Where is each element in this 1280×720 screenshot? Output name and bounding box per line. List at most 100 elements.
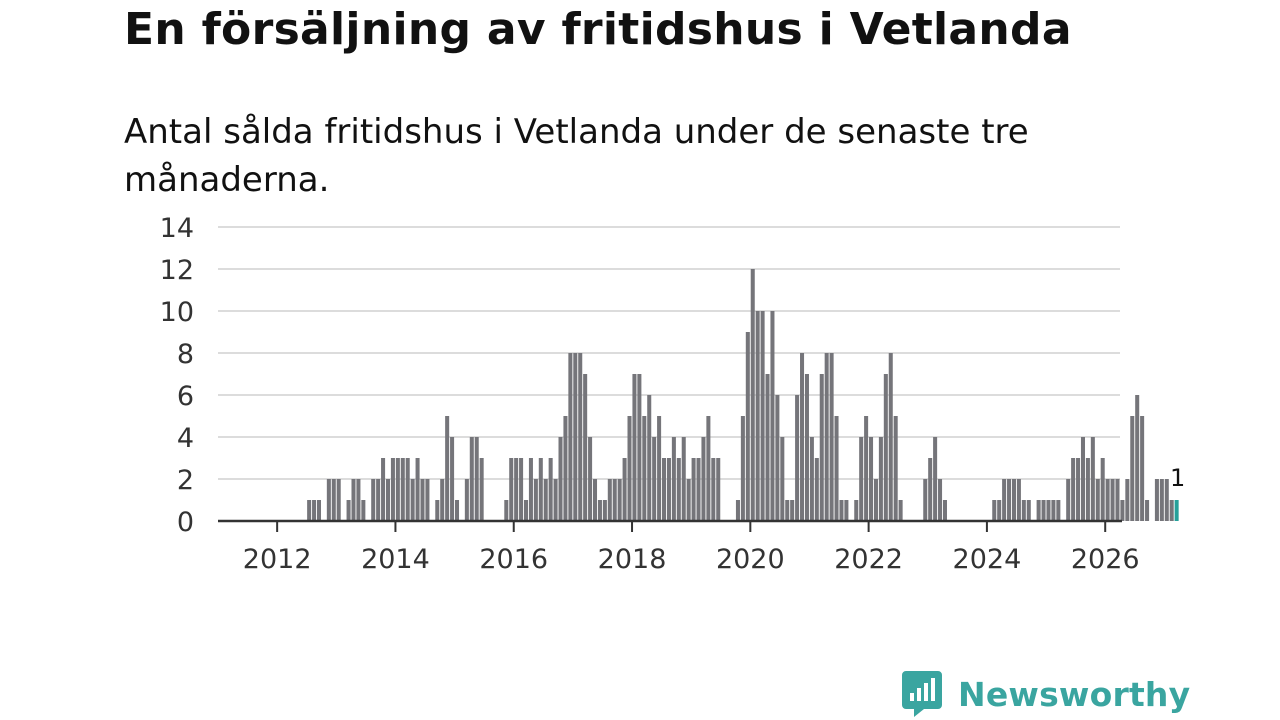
bar bbox=[740, 416, 745, 521]
bar bbox=[607, 479, 612, 521]
bar bbox=[1085, 458, 1090, 521]
bar bbox=[385, 479, 391, 521]
bar bbox=[701, 437, 706, 521]
y-tick-label: 8 bbox=[177, 339, 194, 370]
bar bbox=[474, 437, 479, 521]
bar bbox=[1135, 395, 1140, 521]
bar bbox=[1041, 500, 1046, 521]
bar bbox=[1105, 479, 1110, 521]
bar bbox=[346, 500, 351, 521]
bar bbox=[676, 458, 681, 521]
bar bbox=[770, 311, 775, 521]
bar bbox=[780, 437, 785, 521]
bar bbox=[1046, 500, 1051, 521]
bar bbox=[1066, 479, 1071, 521]
bar bbox=[381, 458, 386, 521]
bar bbox=[928, 458, 933, 521]
bar bbox=[445, 416, 450, 521]
chart-subtitle: Antal sålda fritidshus i Vetlanda under … bbox=[124, 112, 1029, 200]
bar bbox=[814, 458, 819, 521]
bar bbox=[671, 437, 676, 521]
bar bbox=[691, 458, 696, 521]
bar bbox=[859, 437, 864, 521]
bar bbox=[765, 374, 770, 521]
bar bbox=[790, 500, 795, 521]
bar bbox=[307, 500, 312, 521]
bar bbox=[593, 479, 598, 521]
bar bbox=[711, 458, 716, 521]
bar bbox=[597, 500, 602, 521]
bar bbox=[553, 479, 558, 521]
bar bbox=[1076, 458, 1081, 521]
bar bbox=[410, 479, 415, 521]
bar bbox=[898, 500, 903, 521]
bar bbox=[1016, 479, 1021, 521]
bar bbox=[528, 458, 533, 521]
bar bbox=[938, 479, 943, 521]
bar bbox=[878, 437, 883, 521]
bar bbox=[617, 479, 622, 521]
bar bbox=[1130, 416, 1135, 521]
x-tick-label: 2014 bbox=[361, 544, 430, 575]
bar bbox=[696, 458, 701, 521]
bar bbox=[602, 500, 607, 521]
bar bbox=[992, 500, 997, 521]
gridlines bbox=[218, 226, 1120, 480]
bar bbox=[893, 416, 898, 521]
y-tick-label: 0 bbox=[177, 507, 194, 538]
brand-name: Newsworthy bbox=[958, 674, 1191, 714]
bar bbox=[864, 416, 869, 521]
bar bbox=[1002, 479, 1007, 521]
bar bbox=[425, 479, 430, 521]
bar bbox=[469, 437, 474, 521]
bar bbox=[336, 479, 341, 521]
bar bbox=[824, 353, 829, 521]
bar bbox=[1071, 458, 1076, 521]
bar bbox=[1036, 500, 1041, 521]
bar bbox=[622, 458, 627, 521]
bar-highlight bbox=[1174, 500, 1179, 521]
bar bbox=[390, 458, 395, 521]
chart-title: En försäljning av fritidshus i Vetlanda bbox=[124, 4, 1072, 55]
bar bbox=[657, 416, 662, 521]
bar bbox=[583, 374, 588, 521]
bar bbox=[454, 500, 460, 521]
bar bbox=[716, 458, 721, 521]
bar bbox=[464, 479, 469, 521]
bar bbox=[883, 374, 888, 521]
bar bbox=[523, 500, 529, 521]
bar bbox=[795, 395, 800, 521]
bar bbox=[750, 269, 755, 521]
bar bbox=[578, 353, 583, 521]
bar bbox=[519, 458, 524, 521]
bar bbox=[331, 479, 336, 521]
tick-labels: 0 2 4 6 8 10 12 14 1 2012 2014 2016 2018 2020 2022 2024… bbox=[160, 213, 1186, 575]
bar bbox=[371, 479, 376, 521]
bar bbox=[558, 437, 563, 521]
bar bbox=[1115, 479, 1120, 521]
bar bbox=[997, 500, 1002, 521]
y-tick-label: 14 bbox=[160, 213, 194, 244]
bar bbox=[1090, 437, 1095, 521]
bar bbox=[933, 437, 938, 521]
bar bbox=[1080, 437, 1085, 521]
bar bbox=[681, 437, 686, 521]
bar bbox=[1140, 416, 1145, 521]
bar bbox=[804, 374, 809, 521]
bar bbox=[351, 479, 356, 521]
bar bbox=[1095, 479, 1100, 521]
x-tick-label: 2022 bbox=[834, 544, 903, 575]
bar bbox=[548, 458, 553, 521]
brand: Newsworthy bbox=[902, 670, 1190, 718]
bar bbox=[415, 458, 420, 521]
y-tick-label: 10 bbox=[160, 297, 194, 328]
bar bbox=[706, 416, 711, 521]
y-tick-label: 4 bbox=[177, 423, 194, 454]
axes bbox=[218, 519, 1122, 532]
bar bbox=[1056, 500, 1061, 521]
highlight-value-label: 1 bbox=[1170, 464, 1185, 492]
bar bbox=[1051, 500, 1056, 521]
bar bbox=[376, 479, 381, 521]
bar bbox=[504, 500, 509, 521]
bar bbox=[735, 500, 740, 521]
